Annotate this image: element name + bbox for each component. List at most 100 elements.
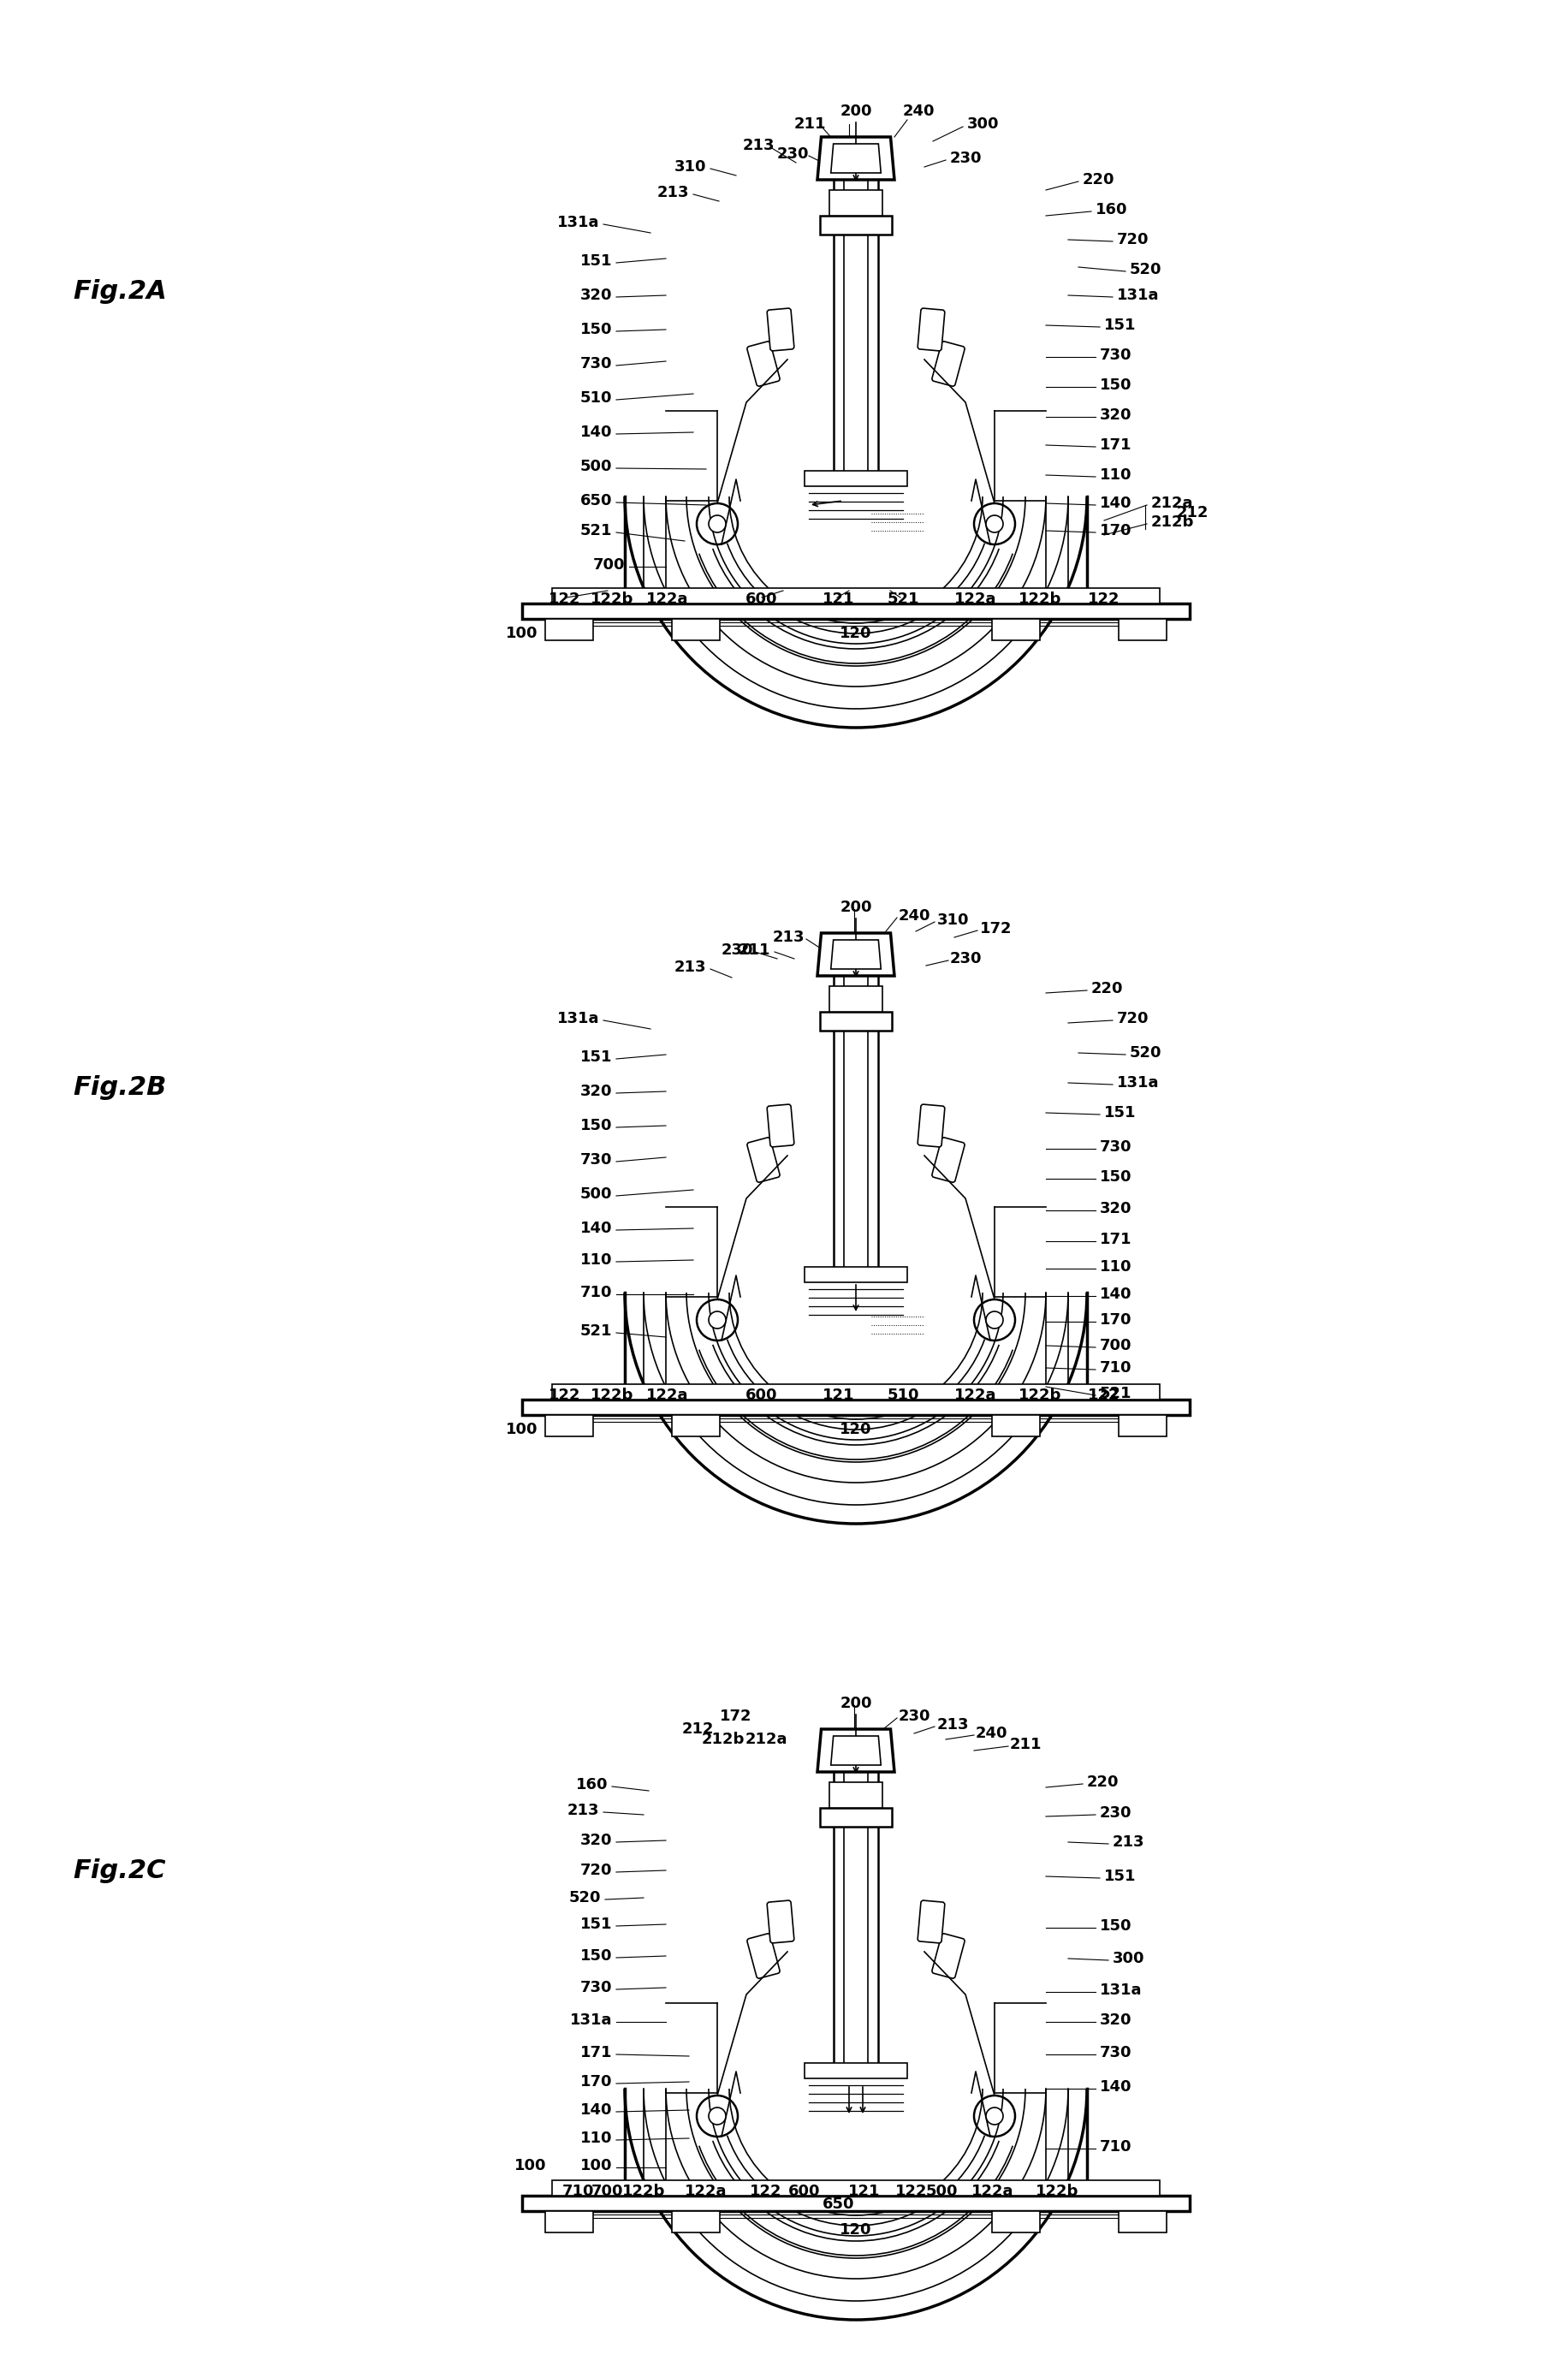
FancyBboxPatch shape <box>746 1933 779 1978</box>
Text: 213: 213 <box>1113 1834 1145 1850</box>
Text: 213: 213 <box>568 1803 599 1819</box>
Text: 730: 730 <box>580 1153 612 1167</box>
Text: 171: 171 <box>1099 436 1132 453</box>
Text: 730: 730 <box>580 1981 612 1995</box>
Text: 320: 320 <box>580 1084 612 1098</box>
Text: 521: 521 <box>887 591 919 607</box>
Text: 212a: 212a <box>745 1732 787 1748</box>
Text: 700: 700 <box>1099 1338 1132 1354</box>
Polygon shape <box>831 1736 881 1765</box>
Text: 212: 212 <box>1178 505 1209 519</box>
Text: 122: 122 <box>549 1388 580 1402</box>
Text: 720: 720 <box>1116 1010 1149 1027</box>
Text: 131a: 131a <box>1116 1075 1159 1091</box>
Text: 120: 120 <box>840 1421 872 1437</box>
Bar <box>804 1267 908 1283</box>
Text: 140: 140 <box>580 425 612 439</box>
Text: 730: 730 <box>1099 349 1132 363</box>
Text: 150: 150 <box>1099 377 1132 394</box>
FancyBboxPatch shape <box>917 1105 946 1148</box>
Bar <box>522 602 1190 619</box>
Text: 230: 230 <box>898 1708 931 1724</box>
Text: 700: 700 <box>591 2185 624 2199</box>
Circle shape <box>986 515 1004 531</box>
Text: 120: 120 <box>840 626 872 640</box>
Text: 521: 521 <box>580 1324 612 1338</box>
Text: 150: 150 <box>1099 1919 1132 1933</box>
FancyBboxPatch shape <box>917 1900 946 1943</box>
Text: 211: 211 <box>739 942 770 958</box>
Text: 730: 730 <box>580 356 612 372</box>
Text: 151: 151 <box>580 1048 612 1065</box>
Text: 600: 600 <box>746 591 778 607</box>
Text: 521: 521 <box>1099 1385 1132 1402</box>
Text: 122: 122 <box>1088 591 1120 607</box>
Text: 140: 140 <box>1099 496 1132 510</box>
Text: Fig.2B: Fig.2B <box>72 1075 166 1101</box>
Text: 150: 150 <box>1099 1169 1132 1184</box>
Text: 100: 100 <box>506 1421 538 1437</box>
Text: 200: 200 <box>840 104 872 119</box>
Text: 213: 213 <box>657 185 688 199</box>
Text: 213: 213 <box>938 1717 969 1732</box>
Bar <box>829 987 883 1013</box>
Bar <box>552 2180 1160 2196</box>
Text: 710: 710 <box>1099 1359 1132 1376</box>
Text: 600: 600 <box>746 1388 778 1402</box>
FancyBboxPatch shape <box>931 342 964 387</box>
Text: 131a: 131a <box>569 2011 612 2028</box>
Text: 300: 300 <box>967 116 999 133</box>
Text: 171: 171 <box>1099 1231 1132 1248</box>
Circle shape <box>709 1312 726 1328</box>
Text: 122: 122 <box>1088 1388 1120 1402</box>
Text: 700: 700 <box>593 557 624 572</box>
Bar <box>1120 619 1167 640</box>
Text: 131a: 131a <box>1116 287 1159 304</box>
FancyBboxPatch shape <box>931 1139 964 1181</box>
Text: 230: 230 <box>776 147 809 161</box>
Circle shape <box>709 515 726 531</box>
Text: 320: 320 <box>580 1834 612 1848</box>
Text: 310: 310 <box>674 159 706 176</box>
Bar <box>804 470 908 486</box>
Text: 110: 110 <box>1099 1260 1132 1274</box>
Text: 110: 110 <box>1099 467 1132 484</box>
Text: 213: 213 <box>674 961 706 975</box>
FancyBboxPatch shape <box>767 1900 793 1943</box>
Text: 200: 200 <box>840 899 872 916</box>
Text: 730: 730 <box>1099 1139 1132 1155</box>
Text: 151: 151 <box>580 254 612 268</box>
Text: 151: 151 <box>1104 1869 1137 1883</box>
Text: 170: 170 <box>580 2073 612 2090</box>
Text: 212: 212 <box>682 1722 713 1736</box>
Text: 172: 172 <box>980 920 1011 937</box>
Bar <box>544 619 593 640</box>
Text: 220: 220 <box>1087 1774 1120 1791</box>
Text: 230: 230 <box>721 942 753 958</box>
Text: 140: 140 <box>1099 1286 1132 1302</box>
Text: 300: 300 <box>1113 1950 1145 1966</box>
Text: 520: 520 <box>569 1890 601 1905</box>
Text: 131a: 131a <box>557 1010 599 1027</box>
Text: 151: 151 <box>580 1917 612 1933</box>
Bar <box>671 2211 720 2232</box>
Bar <box>820 1013 892 1032</box>
Text: 320: 320 <box>1099 408 1132 422</box>
Text: 510: 510 <box>580 391 612 406</box>
Text: 212b: 212b <box>701 1732 745 1748</box>
Text: 520: 520 <box>1131 261 1162 278</box>
Bar <box>544 2211 593 2232</box>
Text: 310: 310 <box>938 913 969 927</box>
Text: 122a: 122a <box>955 1388 997 1402</box>
Polygon shape <box>817 932 894 975</box>
Text: 122b: 122b <box>622 2185 665 2199</box>
Bar <box>820 1807 892 1826</box>
Text: 151: 151 <box>1104 318 1137 332</box>
Text: 710: 710 <box>561 2185 594 2199</box>
Text: 212a: 212a <box>1151 496 1193 510</box>
Text: 122: 122 <box>895 2185 928 2199</box>
Bar <box>993 2211 1040 2232</box>
Text: 240: 240 <box>898 908 931 923</box>
Bar <box>804 2064 908 2078</box>
Text: 500: 500 <box>925 2185 958 2199</box>
